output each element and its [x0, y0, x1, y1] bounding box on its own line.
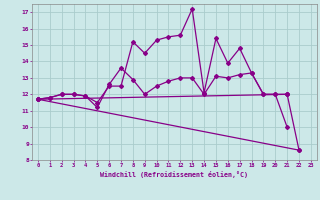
- X-axis label: Windchill (Refroidissement éolien,°C): Windchill (Refroidissement éolien,°C): [100, 171, 248, 178]
